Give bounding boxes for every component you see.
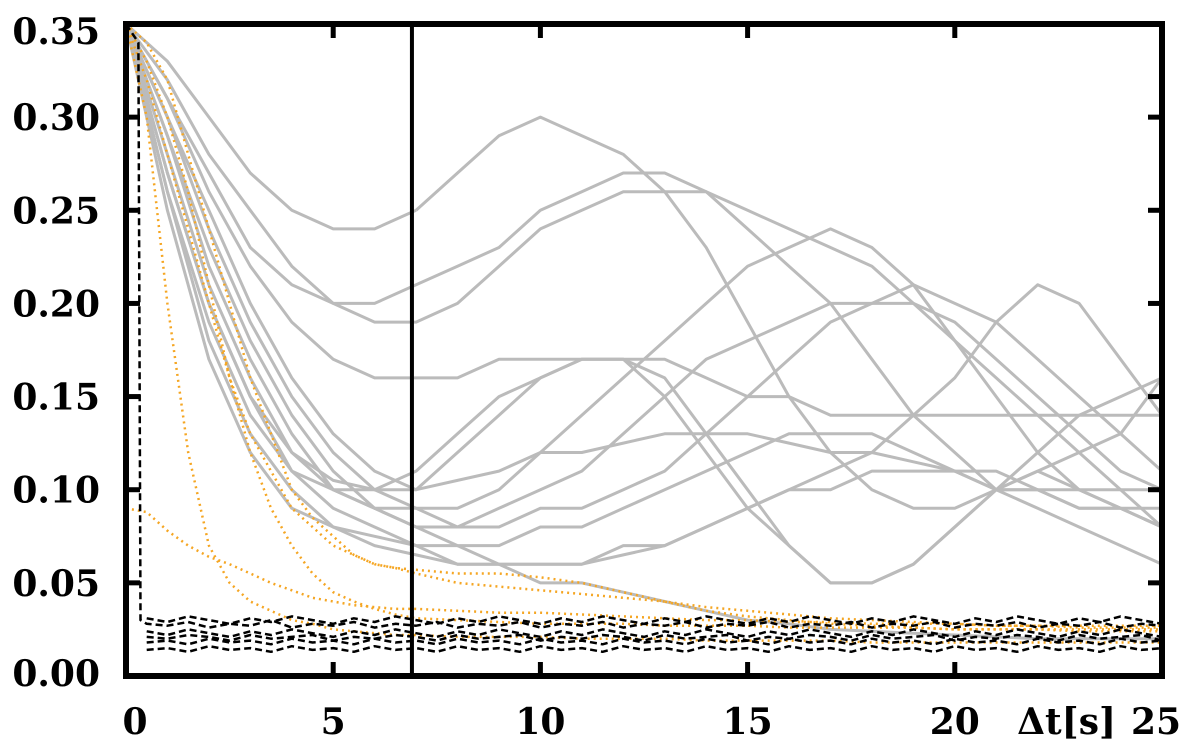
series-line-black-24	[146, 615, 1162, 626]
series-line-gray-10	[126, 24, 1162, 566]
series-line-gray-5	[126, 24, 1162, 585]
x-tick-label-0: 0	[122, 701, 147, 743]
labels-layer: 0 5 10 15 20 25 0.00 0.05 0.10 0.15 0.20 0.25 0.30 0.…	[12, 11, 1181, 743]
y-tick-label-6: 0.30	[12, 97, 100, 139]
series-line-gray-11	[126, 24, 1162, 566]
x-tick-label-3: 15	[723, 701, 773, 743]
y-tick-label-3: 0.15	[12, 377, 100, 419]
series-line-black-23	[146, 644, 1162, 654]
x-axis-label: Δt[s]	[1017, 701, 1116, 743]
series-line-orange-19	[126, 24, 1162, 631]
series-line-gray-3	[126, 24, 1162, 529]
y-tick-label-2: 0.10	[12, 470, 100, 512]
series-line-gray-12	[126, 24, 1162, 641]
series-line-gray-13	[126, 24, 1162, 492]
y-tick-label-1: 0.05	[12, 563, 100, 605]
series-line-black-25	[146, 633, 1162, 642]
y-tick-label-7: 0.35	[12, 11, 100, 53]
series-line-orange-17	[126, 507, 1162, 627]
plot-frame	[123, 21, 1165, 679]
series-line-gray-2	[126, 24, 1162, 529]
series-line-gray-0	[126, 24, 417, 231]
y-tick-label-0: 0.00	[12, 653, 100, 695]
x-tick-label-2: 10	[515, 701, 565, 743]
series-line-orange-16	[126, 24, 1162, 629]
series-line-gray-9	[126, 24, 1162, 548]
x-tick-label-5: 25	[1131, 701, 1181, 743]
series-line-black-22	[146, 637, 1162, 646]
series-line-black-21	[146, 628, 1162, 639]
series-line-gray-7	[126, 24, 1162, 529]
series-line-gray-14	[126, 24, 1162, 492]
y-tick-label-5: 0.25	[12, 190, 100, 232]
series-line-gray-8	[126, 24, 1162, 529]
x-tick-label-4: 20	[930, 701, 980, 743]
y-tick-label-4: 0.20	[12, 283, 100, 325]
series-line-black-20	[126, 24, 1162, 629]
x-tick-label-1: 5	[321, 701, 346, 743]
series-line-orange-15	[126, 24, 1162, 633]
ticks-layer	[123, 21, 1165, 679]
series-layer	[126, 24, 1162, 654]
